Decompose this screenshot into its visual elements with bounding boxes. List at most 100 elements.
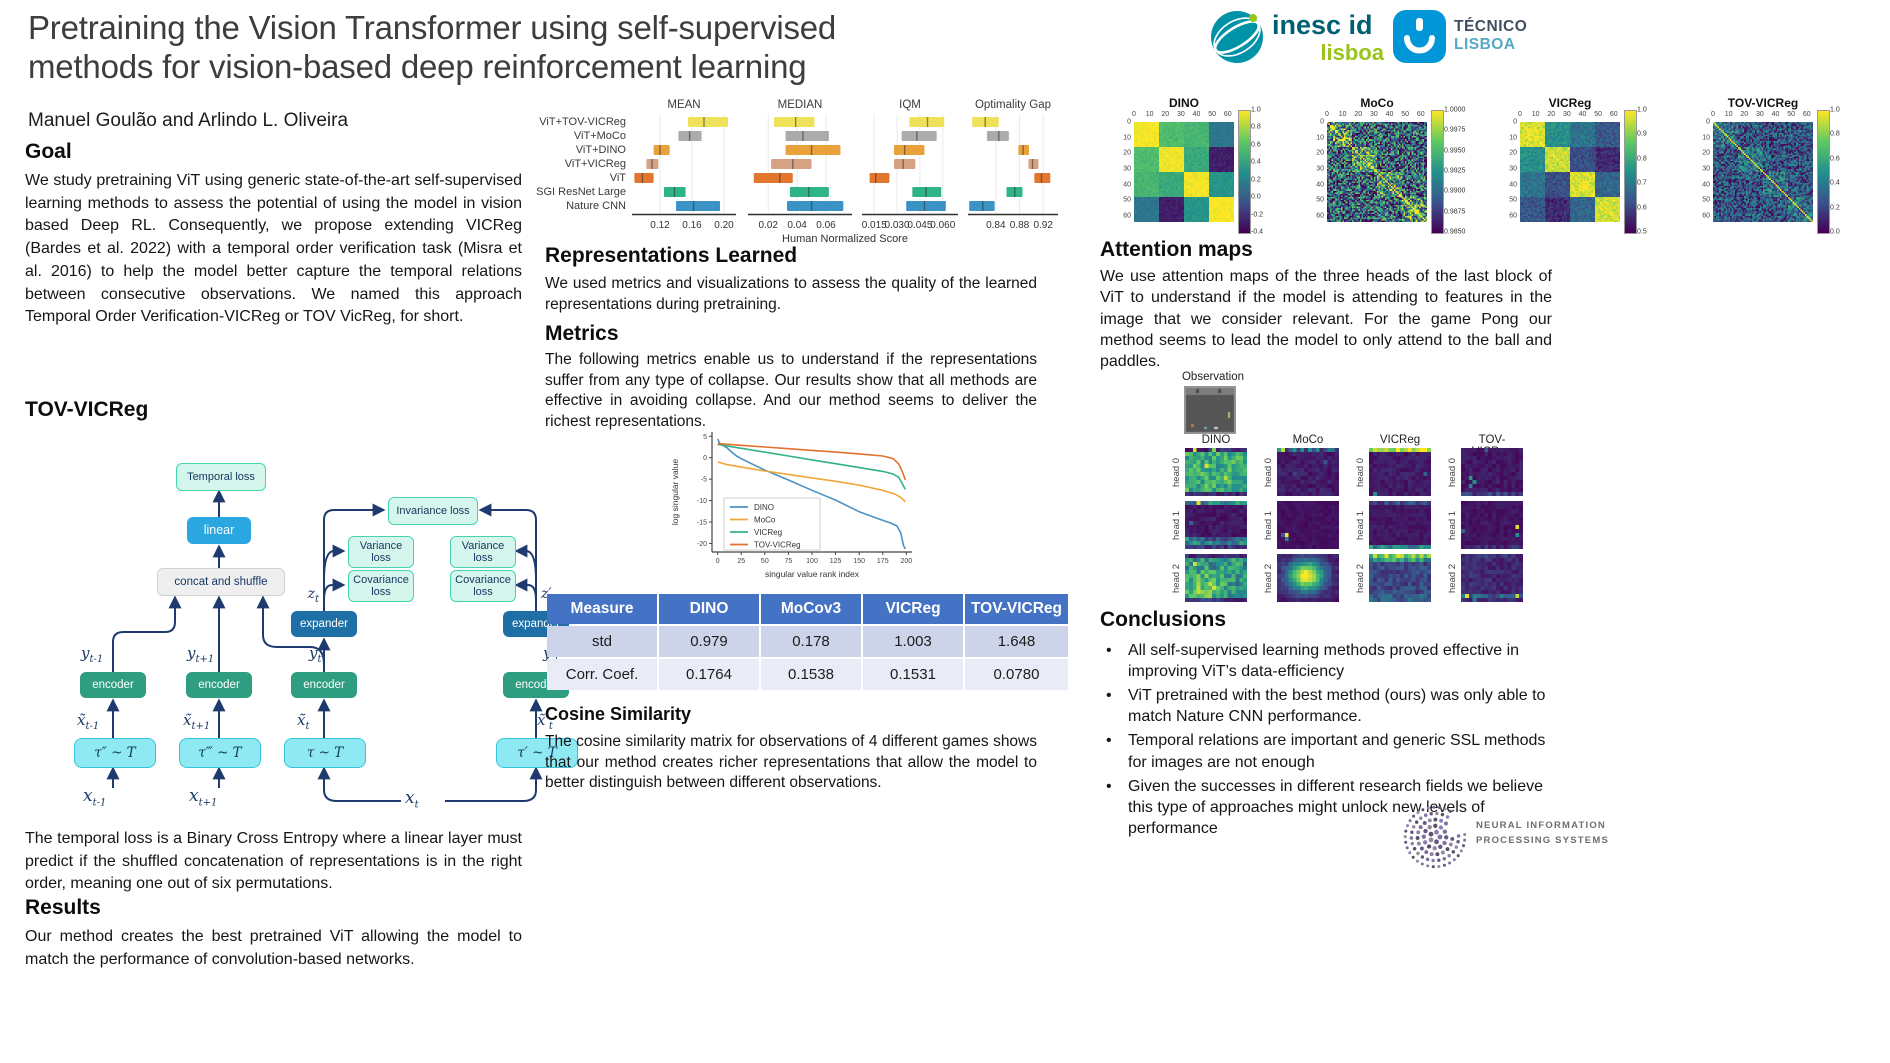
tov-vicreg-heading: TOV-VICReg bbox=[25, 398, 149, 421]
svg-text:175: 175 bbox=[877, 558, 889, 565]
svg-text:0: 0 bbox=[716, 558, 720, 565]
cosine-colorbar-labels: 1.0 0.9 0.8 0.7 0.6 0.5 bbox=[1637, 106, 1647, 236]
temporal-loss-text: The temporal loss is a Binary Cross Entr… bbox=[25, 830, 522, 893]
label-y-t+1: yt+1 bbox=[187, 644, 215, 665]
variance-loss-box: Variance loss bbox=[450, 536, 516, 568]
representations-heading: Representations Learned bbox=[545, 244, 798, 267]
table-cell: 1.003 bbox=[863, 626, 963, 657]
attention-heading: Attention maps bbox=[1100, 238, 1253, 261]
encoder-box: encoder bbox=[186, 672, 252, 698]
attention-head-label: head 0 bbox=[1171, 457, 1182, 487]
attention-head-label: head 2 bbox=[1171, 563, 1182, 593]
svg-text:0.060: 0.060 bbox=[930, 220, 955, 231]
attention-map-vicreg-head0 bbox=[1369, 448, 1431, 496]
conclusion-item: • Temporal relations are important and ge… bbox=[1106, 732, 1546, 771]
conclusion-item: • All self-supervised learning methods pr… bbox=[1106, 642, 1520, 681]
table-cell: std bbox=[547, 626, 657, 657]
tecnico-shield-icon bbox=[1393, 10, 1446, 63]
cosine-title-moco: MoCo bbox=[1360, 96, 1394, 110]
svg-text:0.16: 0.16 bbox=[682, 220, 702, 231]
cosine-colorbar-vicreg bbox=[1624, 110, 1637, 234]
attention-text: We use attention maps of the three heads… bbox=[1100, 268, 1552, 371]
attention-map-tov-vicreg-head2 bbox=[1461, 554, 1523, 602]
tecnico-logo: TÉCNICO LISBOA bbox=[1392, 6, 1542, 72]
table-header: VICReg bbox=[863, 594, 963, 624]
title-line-2: methods for vision-based deep reinforcem… bbox=[28, 48, 807, 85]
attention-map-dino-head0 bbox=[1185, 448, 1247, 496]
cosine-left-ticks: 0 10 20 30 40 50 60 bbox=[1123, 118, 1131, 220]
attention-head-label: head 2 bbox=[1355, 563, 1366, 593]
label-z-t: zt bbox=[307, 586, 319, 605]
cosine-colorbar-moco bbox=[1431, 110, 1444, 234]
page-title: Pretraining the Vision Transformer using… bbox=[28, 8, 928, 86]
attention-head-label: head 2 bbox=[1447, 563, 1458, 593]
goal-text: We study pretraining ViT using generic s… bbox=[25, 172, 522, 326]
metrics-table: Measure DINO MoCov3 VICReg TOV-VICReg st… bbox=[545, 592, 1070, 692]
attention-head-label: head 0 bbox=[1447, 457, 1458, 487]
aggregate-panel-title: IQM bbox=[899, 99, 921, 111]
attention-head-label: head 1 bbox=[1355, 510, 1366, 540]
table-header: Measure bbox=[547, 594, 657, 624]
aggregate-row-label: ViT bbox=[609, 172, 626, 184]
svg-text:0.015: 0.015 bbox=[862, 220, 887, 231]
aggregate-row-label: ViT+TOV-VICReg bbox=[539, 116, 626, 128]
label-xtilde-t: x̃t bbox=[297, 711, 310, 732]
svg-text:0.030: 0.030 bbox=[885, 220, 910, 231]
svg-text:singular value rank index: singular value rank index bbox=[765, 569, 860, 579]
linear-box: linear bbox=[187, 517, 251, 544]
tau-box: τ‴ ~ T bbox=[179, 738, 261, 768]
table-header: DINO bbox=[659, 594, 759, 624]
svg-text:0.02: 0.02 bbox=[758, 220, 778, 231]
svg-text:5: 5 bbox=[703, 434, 707, 441]
results-text: Our method creates the best pretrained V… bbox=[25, 928, 522, 968]
table-cell: Corr. Coef. bbox=[547, 659, 657, 690]
cosine-text: The cosine similarity matrix for observa… bbox=[545, 733, 1037, 792]
attention-head-label: head 0 bbox=[1355, 457, 1366, 487]
metrics-text: The following metrics enable us to under… bbox=[545, 351, 1037, 430]
cosine-matrix-tov-vicreg bbox=[1713, 122, 1813, 222]
svg-text:25: 25 bbox=[737, 558, 745, 565]
cosine-colorbar-dino bbox=[1238, 110, 1251, 234]
label-y-t: yt bbox=[309, 644, 322, 665]
aggregate-panel-title: MEDIAN bbox=[777, 99, 823, 111]
aggregate-panel-title: MEAN bbox=[667, 99, 701, 111]
cosine-left-ticks: 0 10 20 30 40 50 60 bbox=[1509, 118, 1517, 220]
conclusions-heading: Conclusions bbox=[1100, 608, 1227, 631]
cosine-colorbar-tov-vicreg bbox=[1817, 110, 1830, 234]
svg-text:MoCo: MoCo bbox=[754, 515, 776, 524]
label-x-t: xt bbox=[405, 788, 419, 811]
cosine-left-ticks: 0 10 20 30 40 50 60 bbox=[1702, 118, 1710, 220]
table-header-row: Measure DINO MoCov3 VICReg TOV-VICReg bbox=[547, 594, 1068, 624]
cosine-colorbar-labels: 1.0 0.8 0.6 0.4 0.2 0.0 bbox=[1830, 106, 1840, 236]
encoder-box: encoder bbox=[291, 672, 357, 698]
covariance-loss-box: Covariance loss bbox=[348, 570, 414, 602]
observation-label: Observation bbox=[1181, 371, 1244, 383]
conclusions-list: • All self-supervised learning methods pr… bbox=[1100, 640, 1562, 842]
svg-text:150: 150 bbox=[853, 558, 865, 565]
label-xtilde-prime-t: x̃′t bbox=[537, 711, 553, 732]
table-header: TOV-VICReg bbox=[965, 594, 1068, 624]
svg-text:-15: -15 bbox=[697, 520, 707, 527]
tecnico-lisboa-wordmark: LISBOA bbox=[1454, 36, 1516, 53]
representations-text: We used metrics and visualizations to as… bbox=[545, 275, 1037, 313]
svg-text:0.88: 0.88 bbox=[1010, 220, 1030, 231]
neurips-text-2: PROCESSING SYSTEMS bbox=[1476, 835, 1609, 846]
svg-text:-10: -10 bbox=[697, 498, 707, 505]
label-x-t-1: xt-1 bbox=[83, 786, 107, 809]
table-cell: 0.0780 bbox=[965, 659, 1068, 690]
results-heading: Results bbox=[25, 896, 101, 919]
svg-text:0: 0 bbox=[703, 455, 707, 462]
expander-box: expander bbox=[291, 611, 357, 637]
attention-head-label: head 0 bbox=[1263, 457, 1274, 487]
aggregate-panel-mean: 0.12 0.16 0.20 bbox=[632, 114, 736, 231]
svg-text:0.06: 0.06 bbox=[816, 220, 836, 231]
cosine-matrix-dino bbox=[1134, 122, 1234, 222]
cosine-colorbar-labels: 1.0000 0.9975 0.9950 0.9925 0.9900 0.9875 0.98… bbox=[1444, 106, 1466, 236]
cosine-matrix-vicreg bbox=[1520, 122, 1620, 222]
attention-map-tov-vicreg-head1 bbox=[1461, 501, 1523, 549]
attention-column-title: MoCo bbox=[1292, 434, 1324, 446]
table-cell: 0.979 bbox=[659, 626, 759, 657]
cosine-top-ticks: 0 10 20 30 40 50 60 bbox=[1325, 111, 1425, 118]
tau-box: τ ~ T bbox=[284, 738, 366, 768]
